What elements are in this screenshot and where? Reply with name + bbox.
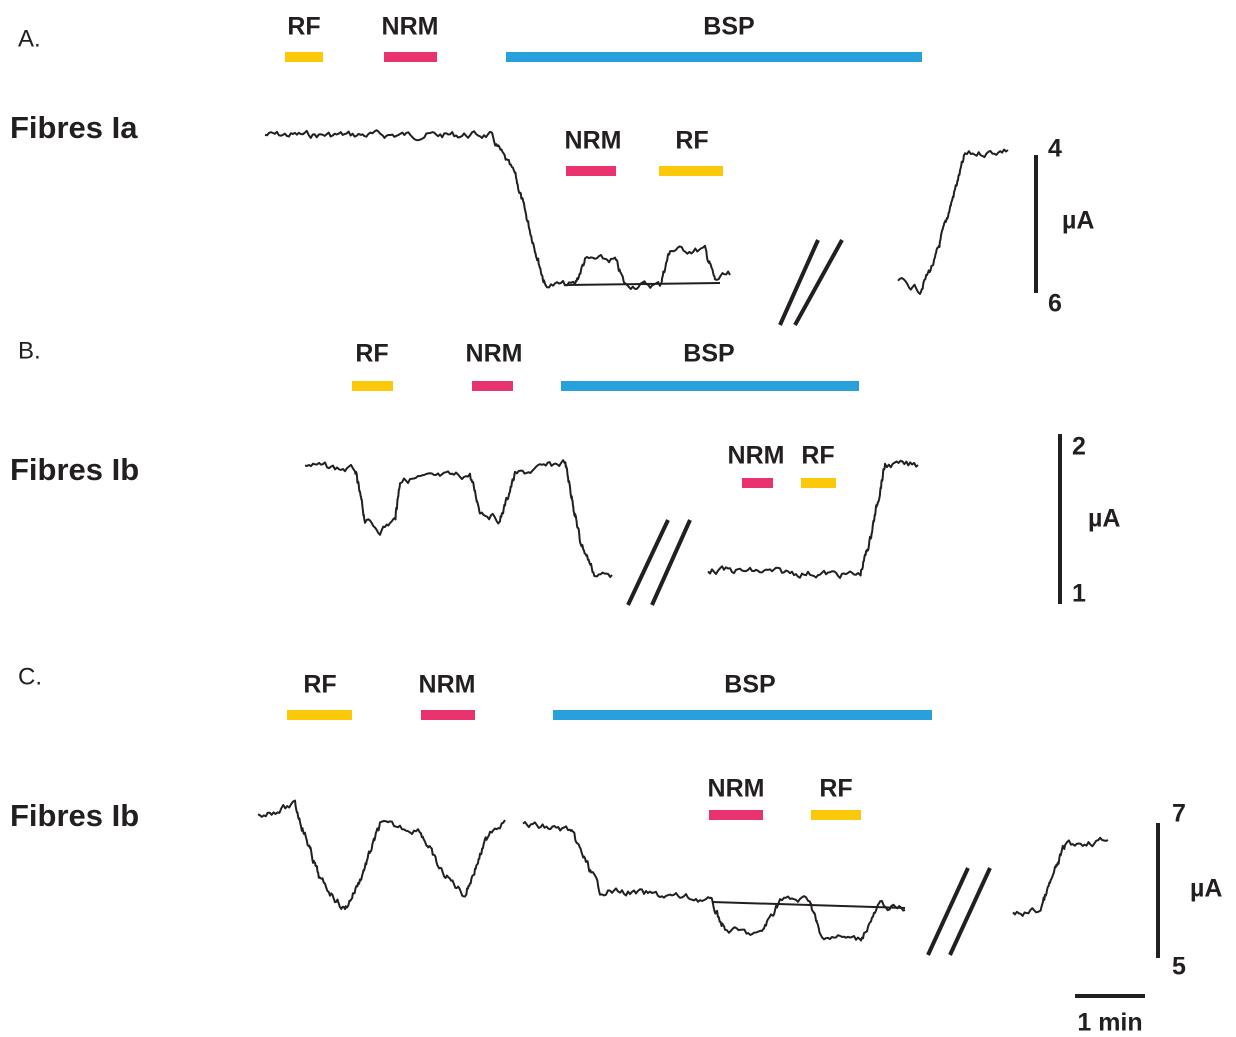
stimulus-label: BSP bbox=[703, 13, 754, 41]
stimulus-bar bbox=[287, 710, 352, 720]
stimulus-label: NRM bbox=[419, 671, 476, 699]
scale-bottom: 5 bbox=[1172, 953, 1186, 981]
scale-unit: µA bbox=[1190, 875, 1222, 903]
break-mark bbox=[926, 867, 970, 956]
stimulus-bar bbox=[421, 710, 475, 720]
stimulus-label: RF bbox=[819, 775, 852, 803]
scale-bottom: 6 bbox=[1048, 290, 1062, 318]
stimulus-bar bbox=[553, 710, 932, 720]
stimulus-bar bbox=[506, 52, 922, 62]
stimulus-label: NRM bbox=[466, 340, 523, 368]
stimulus-label: NRM bbox=[382, 13, 439, 41]
stimulus-bar bbox=[801, 478, 836, 488]
stimulus-label: NRM bbox=[565, 127, 622, 155]
stimulus-bar bbox=[285, 52, 323, 62]
stimulus-label: BSP bbox=[683, 340, 734, 368]
stimulus-bar bbox=[659, 166, 723, 176]
scale-top: 4 bbox=[1048, 135, 1062, 163]
break-mark bbox=[650, 519, 692, 606]
stimulus-label: RF bbox=[355, 340, 388, 368]
scale-bottom: 1 bbox=[1072, 580, 1086, 608]
trace bbox=[522, 821, 906, 942]
trace bbox=[1012, 836, 1109, 917]
stimulus-label: RF bbox=[675, 127, 708, 155]
stimulus-bar bbox=[561, 381, 859, 391]
panel-label: A. bbox=[18, 25, 41, 52]
panel-label: B. bbox=[18, 337, 41, 364]
stimulus-label: BSP bbox=[724, 671, 775, 699]
trace bbox=[897, 148, 1009, 295]
stimulus-bar bbox=[811, 810, 861, 820]
fibre-title: Fibres Ia bbox=[10, 110, 138, 145]
panel-label: C. bbox=[18, 663, 42, 690]
fibre-title: Fibres Ib bbox=[10, 452, 139, 487]
scale-unit: µA bbox=[1062, 207, 1094, 235]
break-mark bbox=[778, 239, 820, 326]
stimulus-bar bbox=[742, 478, 773, 488]
stimulus-bar bbox=[352, 381, 393, 391]
time-scale-label: 1 min bbox=[1077, 1009, 1142, 1037]
stimulus-label: RF bbox=[303, 671, 336, 699]
trace bbox=[264, 129, 731, 290]
baseline bbox=[564, 282, 721, 286]
stimulus-bar bbox=[709, 810, 763, 820]
stimulus-bar bbox=[566, 166, 616, 176]
scale-top: 2 bbox=[1072, 433, 1086, 461]
scale-unit: µA bbox=[1088, 505, 1120, 533]
scale-top: 7 bbox=[1172, 800, 1186, 828]
fibre-title: Fibres Ib bbox=[10, 798, 139, 833]
baseline bbox=[711, 901, 906, 909]
stimulus-bar bbox=[384, 52, 437, 62]
stimulus-label: NRM bbox=[728, 442, 785, 470]
trace bbox=[707, 459, 919, 579]
trace bbox=[257, 799, 506, 911]
break-mark bbox=[793, 239, 844, 326]
stimulus-label: NRM bbox=[708, 775, 765, 803]
trace bbox=[304, 459, 613, 578]
stimulus-bar bbox=[472, 381, 513, 391]
break-mark bbox=[626, 519, 670, 606]
stimulus-label: RF bbox=[287, 13, 320, 41]
stimulus-label: RF bbox=[801, 442, 834, 470]
break-mark bbox=[948, 867, 992, 956]
